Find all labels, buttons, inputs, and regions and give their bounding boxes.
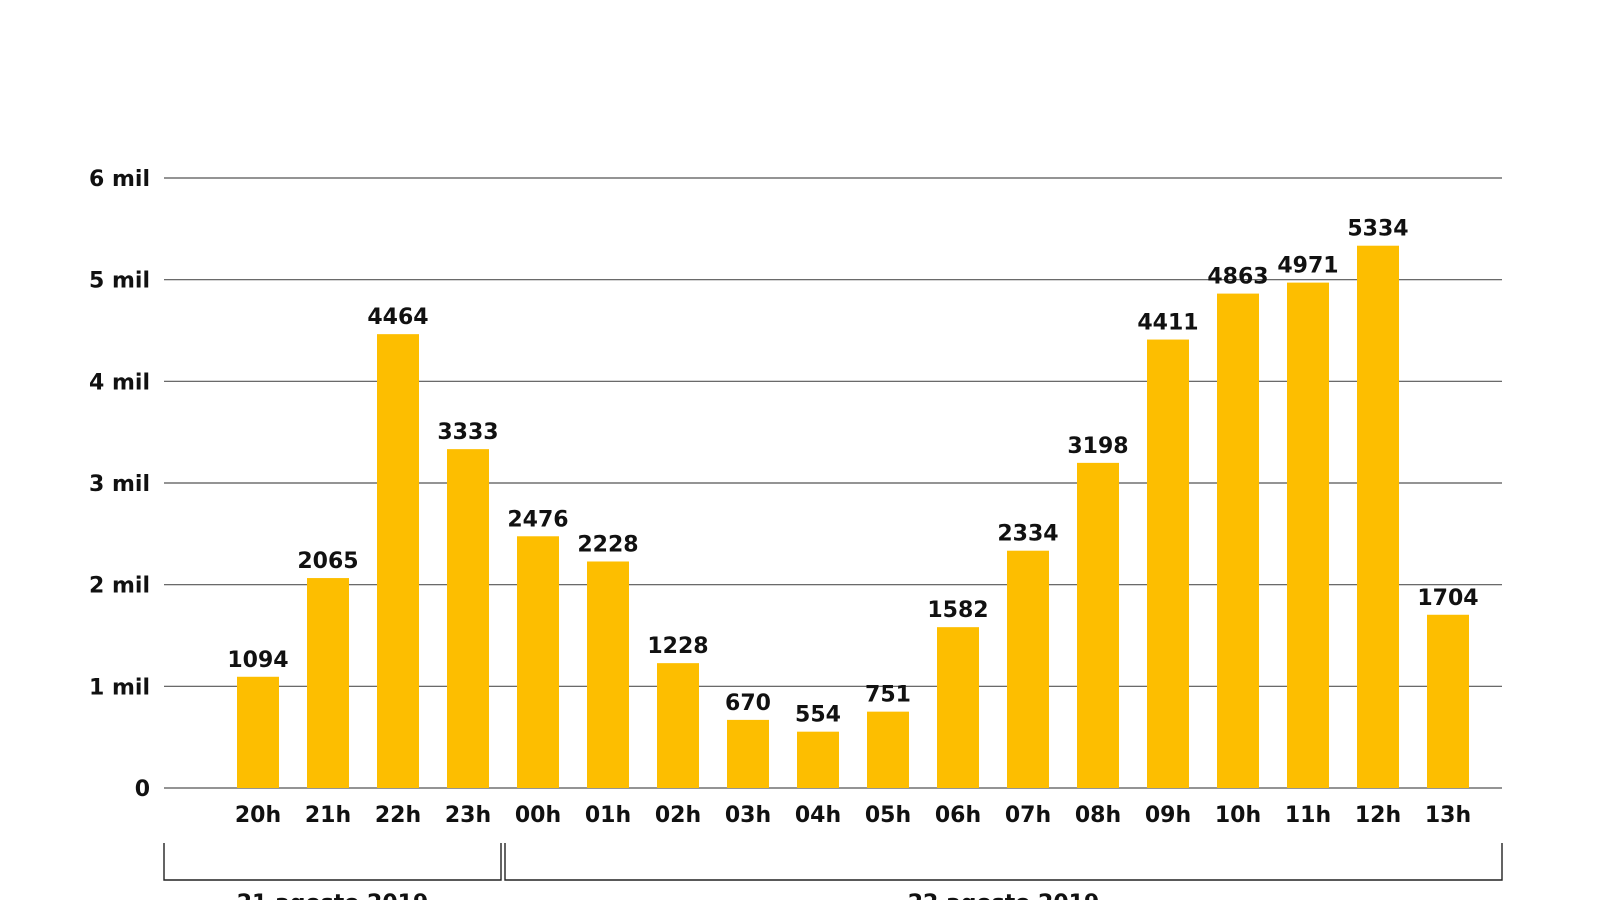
y-tick-label: 1 mil — [89, 675, 150, 700]
bar — [307, 578, 349, 788]
x-axis-tick-labels: 20h 21h 22h 23h 00h 01h 02h 03h 04h 05h 06h 07h 08h 0… — [235, 803, 1471, 828]
data-label: 670 — [725, 691, 771, 716]
y-axis-tick-labels: 0 1 mil 2 mil 3 mil 4 mil 5 mil 6 mil — [89, 167, 150, 802]
x-tick-label: 05h — [865, 803, 911, 828]
y-tick-label: 6 mil — [89, 167, 150, 192]
x-tick-label: 21h — [305, 803, 351, 828]
bar — [377, 334, 419, 788]
bar — [657, 663, 699, 788]
data-label: 3333 — [437, 420, 498, 445]
x-tick-label: 10h — [1215, 803, 1261, 828]
data-label: 4464 — [367, 305, 428, 330]
data-label: 2334 — [997, 522, 1058, 547]
y-tick-label: 4 mil — [89, 370, 150, 395]
bar — [517, 536, 559, 788]
x-tick-label: 11h — [1285, 803, 1331, 828]
data-label: 3198 — [1067, 434, 1128, 459]
bar — [867, 711, 909, 788]
bar — [1147, 339, 1189, 788]
y-tick-label: 2 mil — [89, 574, 150, 599]
bar — [1217, 293, 1259, 788]
bar — [937, 627, 979, 788]
bar — [1077, 462, 1119, 788]
bar — [447, 449, 489, 788]
x-tick-label: 07h — [1005, 803, 1051, 828]
x-tick-label: 08h — [1075, 803, 1121, 828]
data-label: 554 — [795, 703, 841, 728]
bar — [797, 731, 839, 788]
bar — [1427, 614, 1469, 788]
x-tick-label: 04h — [795, 803, 841, 828]
x-tick-label: 09h — [1145, 803, 1191, 828]
date-group-brackets: 21 agosto 2019 22 agosto 2019 — [163, 843, 1503, 900]
bar — [1007, 550, 1049, 788]
date-group-label: 21 agosto 2019 — [237, 891, 429, 900]
data-label: 1582 — [927, 598, 988, 623]
x-tick-label: 03h — [725, 803, 771, 828]
data-label: 2065 — [297, 549, 358, 574]
date-bracket — [504, 843, 1503, 881]
data-label: 5334 — [1347, 217, 1408, 242]
y-tick-label: 3 mil — [89, 472, 150, 497]
data-label: 1704 — [1417, 586, 1478, 611]
x-tick-label: 23h — [445, 803, 491, 828]
bar — [1357, 245, 1399, 788]
data-label: 2228 — [577, 532, 638, 557]
data-label: 4411 — [1137, 311, 1198, 336]
x-tick-label: 01h — [585, 803, 631, 828]
data-label: 4971 — [1277, 254, 1338, 279]
bar — [237, 676, 279, 788]
bar — [1287, 282, 1329, 788]
y-tick-label: 5 mil — [89, 269, 150, 294]
x-tick-label: 00h — [515, 803, 561, 828]
date-bracket — [163, 843, 502, 881]
bars — [237, 245, 1469, 788]
data-label: 751 — [865, 683, 911, 708]
data-label: 4863 — [1207, 265, 1268, 290]
data-label: 2476 — [507, 507, 568, 532]
x-tick-label: 02h — [655, 803, 701, 828]
date-group-label: 22 agosto 2019 — [908, 891, 1100, 900]
bar — [727, 719, 769, 788]
x-tick-label: 12h — [1355, 803, 1401, 828]
data-label: 1228 — [647, 634, 708, 659]
x-tick-label: 20h — [235, 803, 281, 828]
data-label: 1094 — [227, 648, 288, 673]
x-tick-label: 22h — [375, 803, 421, 828]
data-labels: 1094 2065 4464 3333 2476 2228 1228 670 554 751 158… — [227, 217, 1478, 728]
y-tick-label: 0 — [135, 777, 150, 802]
x-tick-label: 13h — [1425, 803, 1471, 828]
bar — [587, 561, 629, 788]
x-tick-label: 06h — [935, 803, 981, 828]
